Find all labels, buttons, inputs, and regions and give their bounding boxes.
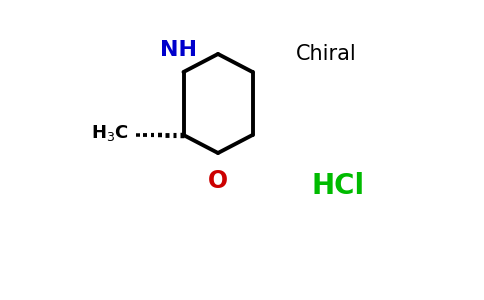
Text: H$_3$C: H$_3$C: [91, 124, 129, 143]
Text: NH: NH: [160, 40, 197, 60]
Text: HCl: HCl: [311, 172, 364, 200]
Text: Chiral: Chiral: [296, 44, 356, 64]
Text: O: O: [208, 169, 228, 194]
